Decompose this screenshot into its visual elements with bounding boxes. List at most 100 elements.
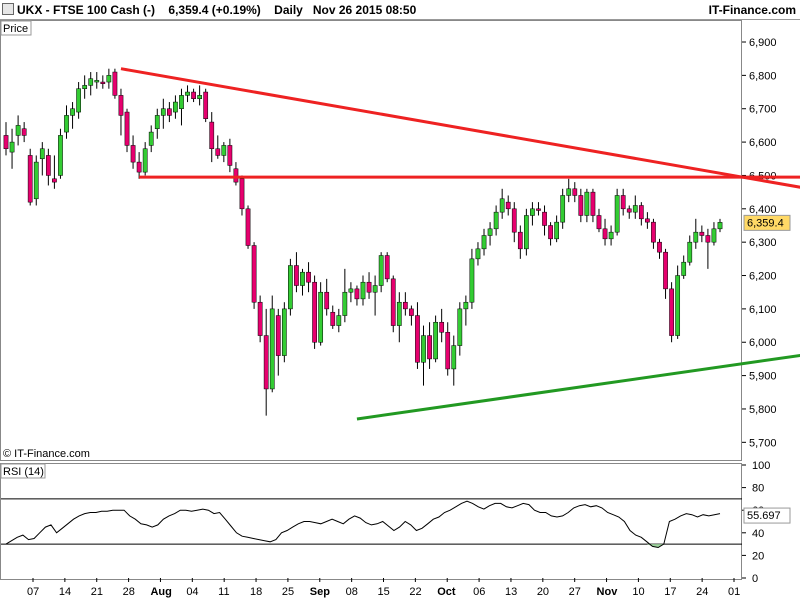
candle-up — [614, 195, 620, 233]
price-ytick-label: 5,900 — [749, 371, 777, 383]
price-ytick-label: 6,800 — [749, 70, 777, 82]
x-tick-label: 25 — [282, 586, 294, 598]
candle-up — [487, 228, 493, 236]
candle-up — [33, 161, 39, 200]
candle-down — [257, 301, 263, 336]
candle-up — [300, 271, 305, 286]
candle-up — [197, 95, 202, 99]
candle-down — [312, 281, 317, 343]
candle-down — [536, 208, 541, 211]
candle-up — [396, 301, 402, 326]
candle-down — [21, 128, 27, 136]
candle-down — [263, 335, 269, 390]
candle-down — [294, 265, 299, 286]
candle-up — [179, 95, 184, 109]
candle-up — [372, 285, 378, 293]
candle-up — [9, 141, 15, 153]
candle-up — [58, 135, 63, 176]
period: Daily — [274, 3, 303, 17]
candle-up — [554, 221, 559, 240]
candle-down — [402, 301, 408, 310]
price-tag-box — [743, 214, 791, 231]
candle-up — [608, 231, 614, 240]
price-tag-value: 6,359.4 — [747, 217, 784, 229]
candle-up — [560, 195, 566, 223]
rsi-last-tag: 55.697 — [743, 507, 791, 524]
candle-up — [269, 308, 275, 390]
candle-up — [76, 88, 81, 113]
candle-down — [445, 331, 451, 370]
candle-down — [306, 271, 311, 283]
candle-down — [191, 91, 196, 99]
instrument-name: FTSE 100 Cash (-) — [53, 3, 156, 17]
header-title: UKX - FTSE 100 Cash (-) 6,359.4 (+0.19%)… — [2, 3, 416, 17]
trendline — [356, 353, 800, 421]
x-tick-label: 08 — [346, 586, 358, 598]
rsi-ytick-label: 20 — [752, 550, 764, 562]
candle-up — [475, 248, 481, 260]
candle-up — [378, 255, 384, 286]
candle-down — [505, 201, 511, 210]
candle-up — [433, 321, 438, 360]
candle-down — [602, 228, 608, 240]
x-tick-label: 27 — [569, 586, 581, 598]
candle-up — [711, 228, 717, 243]
last-price: 6,359.4 — [168, 3, 209, 17]
price-ytick-label: 5,700 — [749, 437, 777, 449]
rsi-tag-box — [743, 507, 791, 524]
candle-down — [390, 278, 396, 326]
candle-up — [493, 211, 499, 230]
candle-up — [481, 235, 487, 250]
candle-down — [366, 281, 372, 293]
candle-down — [100, 81, 106, 84]
x-tick-label: 11 — [218, 586, 229, 598]
candle-up — [348, 288, 354, 293]
x-tick-label: 04 — [186, 586, 198, 598]
candle-up — [717, 222, 723, 230]
candle-down — [409, 308, 414, 316]
rsi-ytick-label: 100 — [752, 460, 770, 472]
x-tick-label: 10 — [632, 586, 644, 598]
x-tick-label: Sep — [310, 586, 330, 598]
trendlines — [120, 67, 800, 421]
candle-down — [669, 288, 674, 336]
candle-down — [699, 231, 705, 236]
candle-down — [638, 205, 644, 220]
candle-down — [118, 95, 124, 116]
candle-down — [27, 155, 33, 203]
candle-up — [154, 115, 160, 129]
x-tick-label: 14 — [59, 586, 71, 598]
candle-down — [415, 315, 420, 363]
window-icon[interactable] — [2, 3, 14, 15]
price-change: (+0.19%) — [211, 3, 261, 17]
price-ytick-label: 6,300 — [749, 237, 777, 249]
candle-up — [681, 261, 687, 276]
price-ytick-label: 6,000 — [749, 337, 777, 349]
candle-down — [227, 145, 233, 166]
candle-down — [427, 335, 432, 360]
candle-up — [451, 345, 457, 370]
candle-up — [675, 275, 681, 336]
rsi-ytick-label: 40 — [752, 528, 764, 540]
price-ytick-label: 6,100 — [749, 304, 777, 316]
candle-up — [499, 198, 505, 213]
candle-down — [239, 178, 245, 210]
symbol: UKX — [17, 3, 43, 17]
candle-up — [457, 308, 463, 346]
candle-up — [463, 301, 469, 310]
candle-up — [530, 208, 535, 216]
candle-up — [288, 265, 293, 310]
candle-up — [82, 85, 88, 89]
datetime: Nov 26 2015 08:50 — [312, 3, 417, 17]
candle-down — [626, 208, 632, 213]
trendline — [120, 67, 800, 189]
candle-down — [203, 91, 209, 119]
candle-down — [511, 208, 517, 233]
price-last-tag: 6,359.4 — [743, 214, 791, 231]
x-tick-label: 15 — [378, 586, 390, 598]
rsi-plot — [1, 498, 742, 549]
candle-up — [524, 215, 529, 250]
rsi-ytick-label: 80 — [752, 483, 764, 495]
candle-up — [160, 108, 166, 116]
